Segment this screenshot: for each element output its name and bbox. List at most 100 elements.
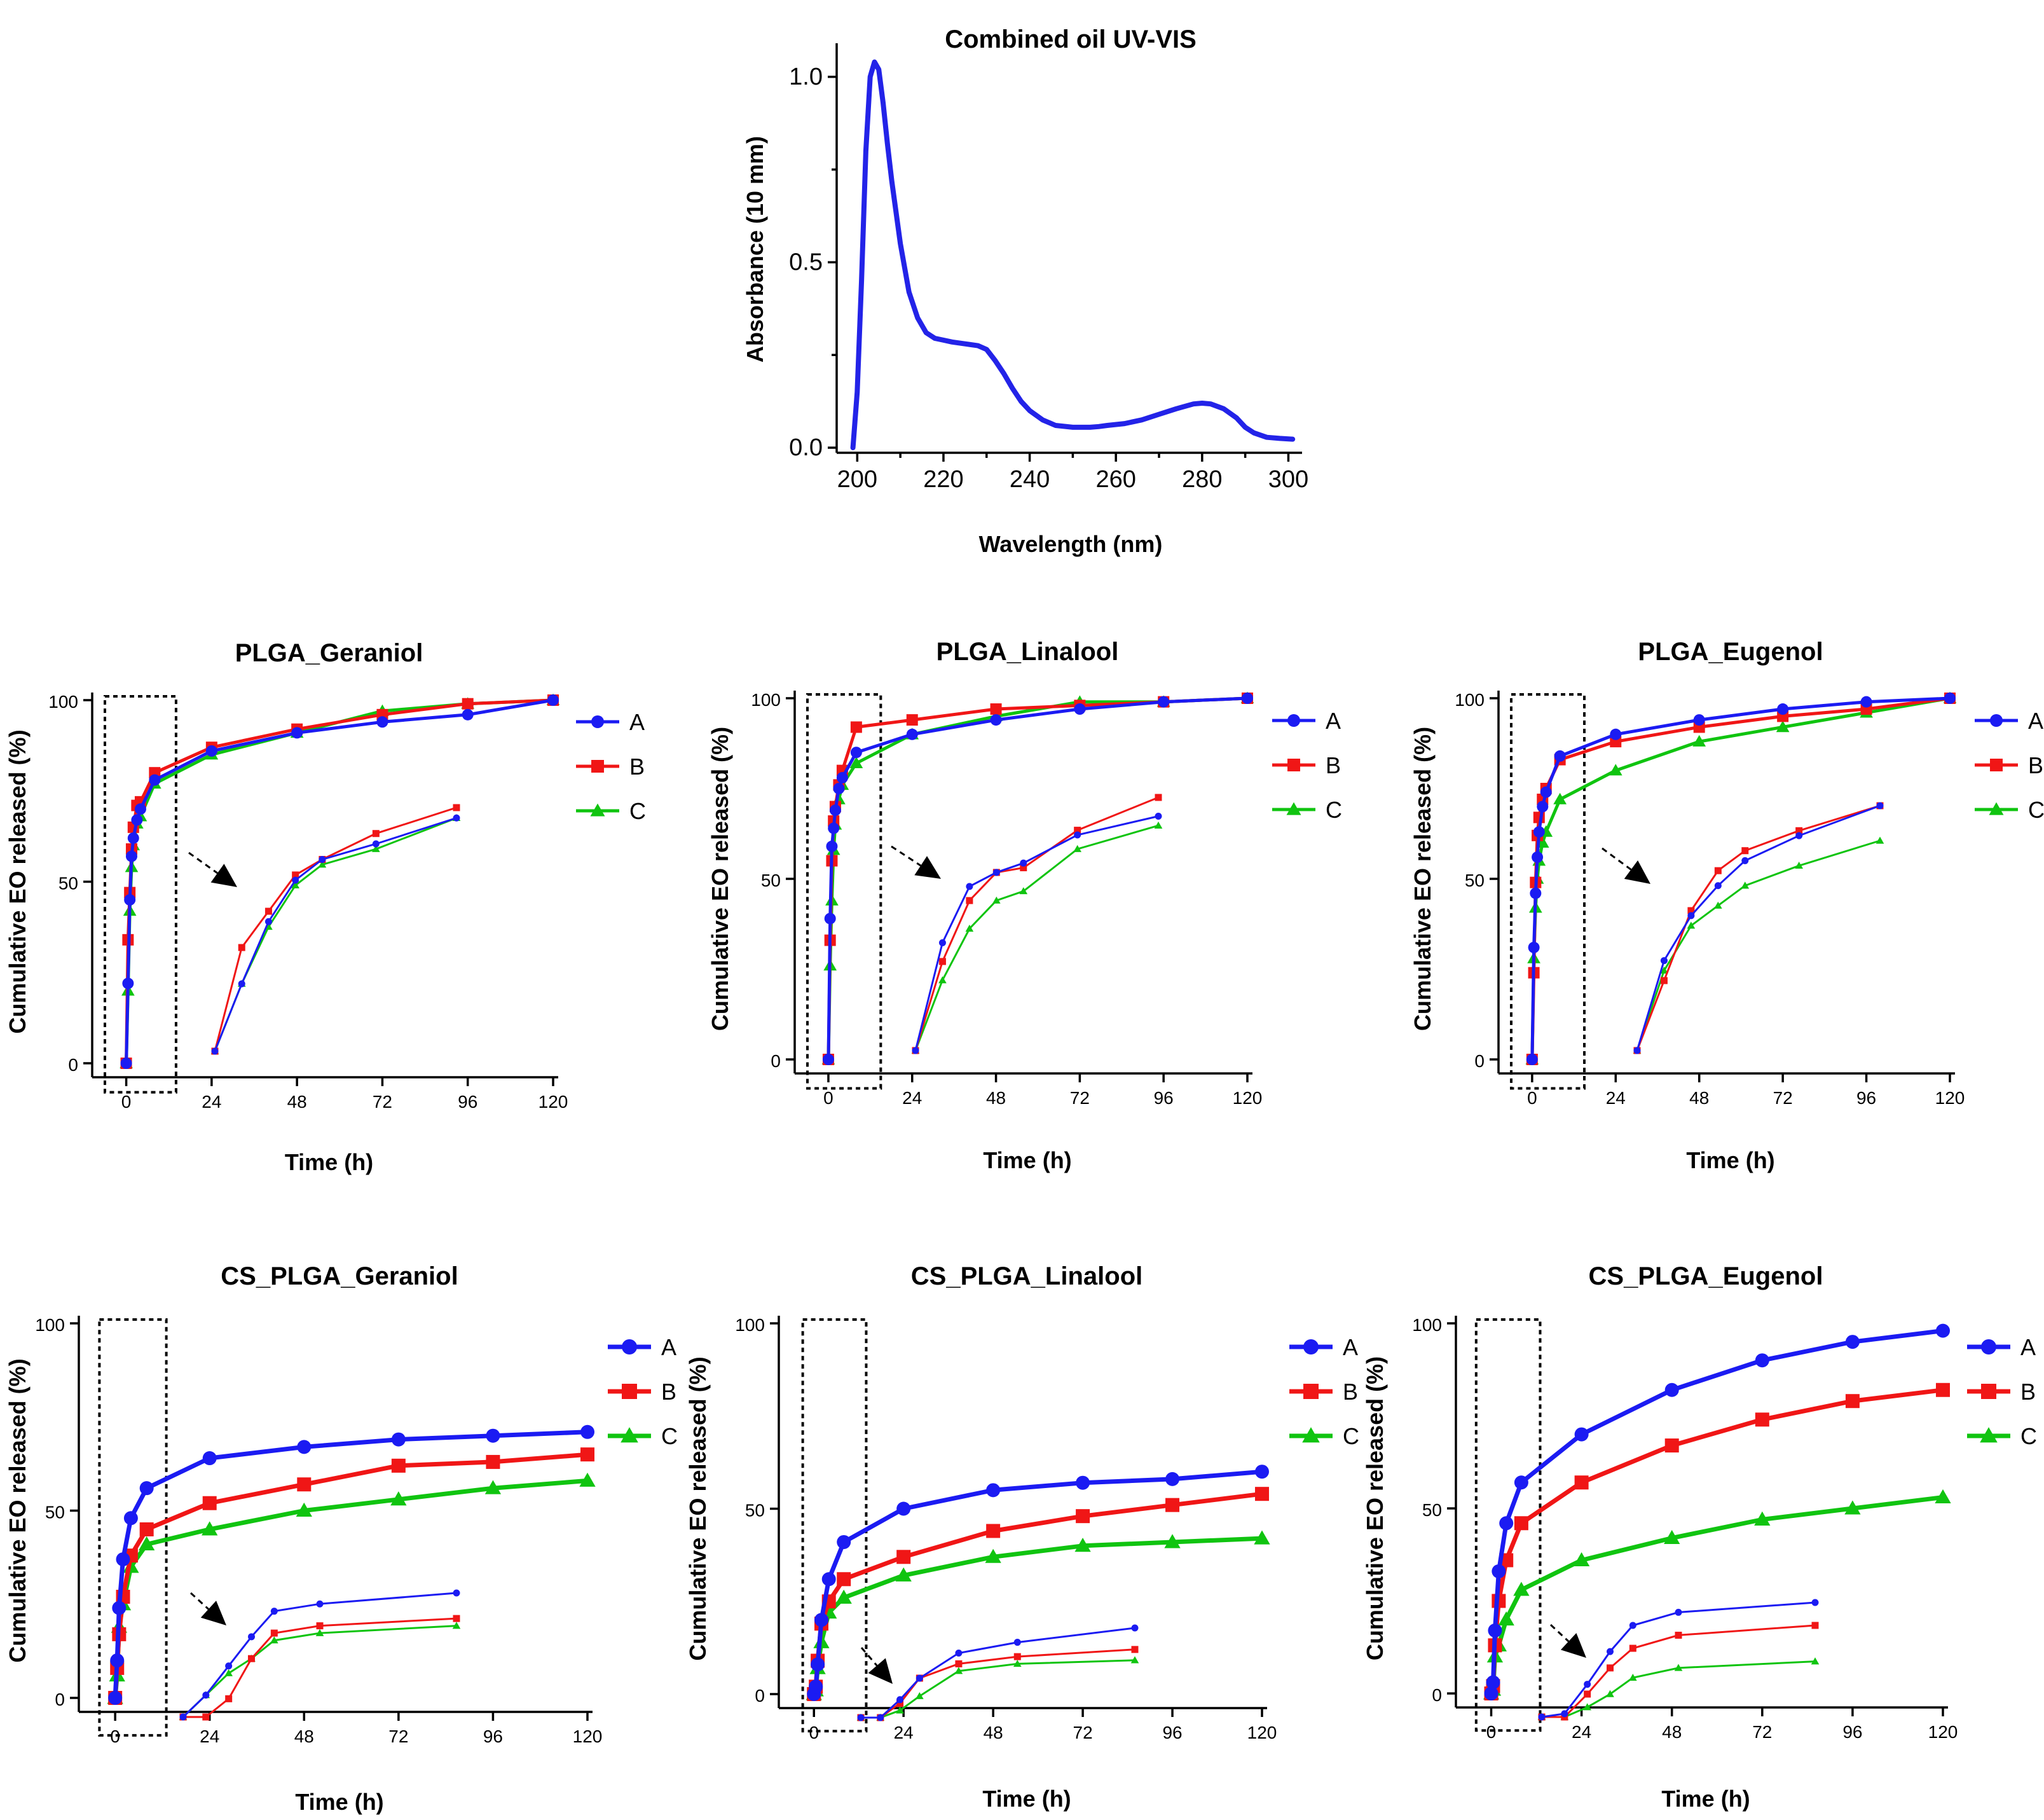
inset-point-B bbox=[1629, 1644, 1636, 1652]
data-point-B bbox=[1664, 1438, 1679, 1453]
inset-point-C bbox=[1687, 921, 1696, 929]
x-tick-label: 96 bbox=[483, 1727, 503, 1746]
inset-point-A bbox=[1675, 1608, 1682, 1616]
y-tick-label: 50 bbox=[45, 1503, 65, 1522]
inset-point-C bbox=[1714, 901, 1722, 909]
data-point-A bbox=[822, 1054, 834, 1065]
inset-point-B bbox=[1013, 1653, 1021, 1660]
inset-point-B bbox=[1741, 847, 1749, 855]
data-point-A bbox=[547, 694, 559, 706]
data-point-A bbox=[297, 1440, 312, 1454]
x-tick-label: 0 bbox=[1527, 1088, 1537, 1108]
legend-marker-B bbox=[622, 1384, 637, 1399]
chart-title: PLGA_Eugenol bbox=[1638, 638, 1823, 666]
chart-title: CS_PLGA_Geraniol bbox=[221, 1262, 458, 1290]
legend-label-A: A bbox=[1326, 708, 1341, 734]
inset-point-A bbox=[225, 1662, 233, 1670]
data-point-A bbox=[1540, 786, 1552, 798]
x-tick-label: 120 bbox=[573, 1727, 603, 1746]
data-point-C bbox=[1498, 1611, 1514, 1626]
legend: ABC bbox=[1289, 1334, 1359, 1449]
inset-point-B bbox=[1584, 1690, 1591, 1698]
data-point-A bbox=[821, 1572, 836, 1587]
inset-point-C bbox=[992, 896, 1001, 904]
x-tick-label: 120 bbox=[538, 1092, 568, 1112]
data-point-A bbox=[1528, 941, 1540, 953]
data-point-A bbox=[906, 728, 918, 740]
y-tick-label: 0 bbox=[755, 1686, 765, 1706]
legend-label-C: C bbox=[1343, 1423, 1359, 1449]
y-tick-label: 0 bbox=[68, 1055, 78, 1075]
data-point-C bbox=[835, 1589, 852, 1604]
inset-point-B bbox=[1607, 1664, 1614, 1672]
inset-point-A bbox=[292, 876, 299, 884]
data-point-B bbox=[990, 703, 1002, 715]
inset-point-A bbox=[1633, 1047, 1641, 1054]
zoom-arrow-line bbox=[860, 1647, 878, 1667]
data-point-C bbox=[139, 1536, 155, 1550]
y-tick-label: 100 bbox=[48, 692, 78, 712]
data-point-C bbox=[1573, 1552, 1590, 1566]
y-tick-label: 50 bbox=[58, 874, 78, 893]
series-A bbox=[1526, 693, 1956, 1065]
x-axis-label: Time (h) bbox=[285, 1149, 373, 1175]
inset-point-A bbox=[179, 1713, 187, 1721]
highlight-box bbox=[806, 693, 882, 1090]
data-point-A bbox=[896, 1501, 911, 1516]
zoom-arrow-head bbox=[868, 1658, 893, 1684]
legend-marker-C bbox=[1286, 802, 1301, 815]
x-tick-label: 120 bbox=[1928, 1722, 1958, 1742]
data-point-A bbox=[837, 1534, 851, 1549]
data-point-B bbox=[139, 1522, 154, 1536]
legend-marker-B bbox=[1287, 759, 1300, 771]
data-point-A bbox=[811, 1657, 825, 1672]
x-tick-label: 24 bbox=[894, 1723, 914, 1742]
data-point-A bbox=[391, 1432, 406, 1447]
highlight-box bbox=[801, 1318, 868, 1733]
legend-marker-C bbox=[1980, 1427, 1998, 1443]
inset-point-A bbox=[238, 980, 245, 988]
legend-marker-C bbox=[1302, 1427, 1320, 1443]
data-point-A bbox=[139, 1481, 154, 1496]
data-point-A bbox=[116, 1552, 130, 1567]
data-point-A bbox=[1944, 693, 1956, 704]
zoom-arrow-head bbox=[914, 856, 941, 879]
data-point-B bbox=[1165, 1498, 1180, 1512]
x-tick-label: 96 bbox=[1856, 1088, 1876, 1108]
x-tick-label: 24 bbox=[1572, 1722, 1591, 1742]
series-A bbox=[108, 1424, 594, 1705]
legend: ABC bbox=[1272, 708, 1342, 823]
data-point-A bbox=[1533, 826, 1545, 838]
inset-point-B bbox=[270, 1629, 278, 1637]
legend-label-A: A bbox=[661, 1334, 676, 1360]
y-tick-label: 50 bbox=[761, 871, 781, 890]
legend: ABC bbox=[608, 1334, 678, 1449]
inset-point-A bbox=[372, 840, 380, 848]
data-point-A bbox=[112, 1601, 127, 1615]
x-tick-label: 0 bbox=[110, 1727, 120, 1746]
inset-point-A bbox=[1741, 857, 1749, 864]
inset-point-C bbox=[291, 881, 299, 888]
x-tick-label: 260 bbox=[1095, 466, 1135, 493]
data-point-A bbox=[814, 1613, 828, 1627]
x-axis-label: Time (h) bbox=[1686, 1147, 1774, 1173]
data-point-B bbox=[297, 1477, 312, 1492]
chart-cs_eug: CS_PLGA_Eugenol 0 24 48 72 96 120 0 50 100 Time (h… bbox=[1412, 1262, 2037, 1812]
legend-label-B: B bbox=[661, 1379, 676, 1405]
data-point-B bbox=[1514, 1516, 1528, 1531]
data-point-A bbox=[1530, 887, 1542, 899]
highlight-box bbox=[104, 695, 177, 1094]
legend-marker-B bbox=[1303, 1384, 1319, 1399]
data-point-C bbox=[1754, 1511, 1771, 1526]
data-point-A bbox=[990, 714, 1002, 726]
y-tick-label: 0.5 bbox=[789, 249, 823, 275]
inset-plot bbox=[1537, 1599, 1820, 1721]
x-tick-label: 240 bbox=[1010, 466, 1050, 493]
data-point-C bbox=[1935, 1489, 1951, 1504]
x-tick-label: 0 bbox=[1486, 1722, 1497, 1742]
inset-point-B bbox=[453, 804, 460, 811]
data-point-C bbox=[1254, 1530, 1270, 1545]
inset-point-A bbox=[264, 918, 272, 925]
inset-point-C bbox=[938, 976, 947, 984]
data-point-A bbox=[108, 1691, 123, 1705]
